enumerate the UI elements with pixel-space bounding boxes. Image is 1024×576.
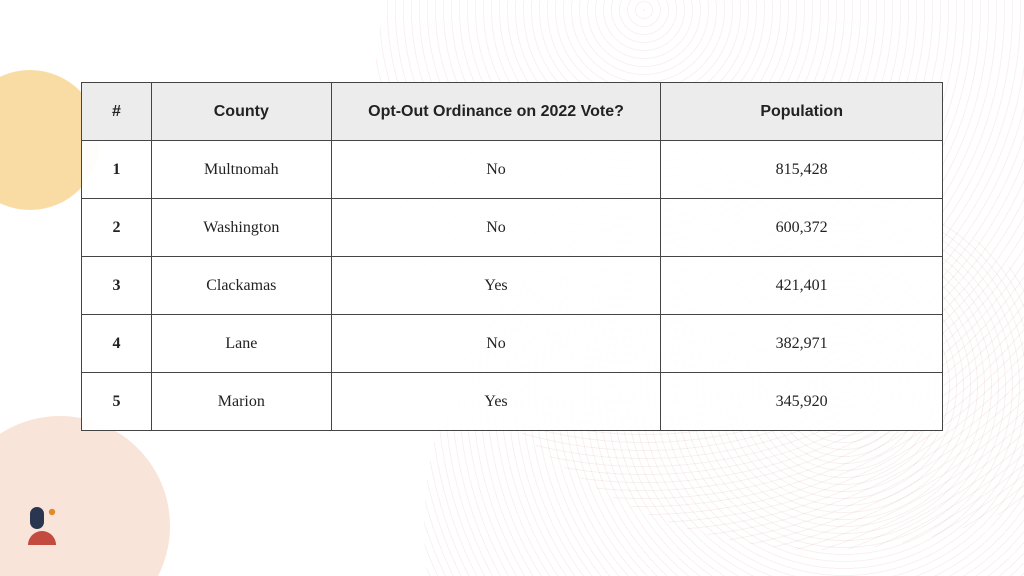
col-header-county: County [151, 83, 331, 141]
cell-index: 1 [82, 141, 152, 199]
cell-index: 4 [82, 315, 152, 373]
table-row: 2 Washington No 600,372 [82, 199, 943, 257]
table-row: 3 Clackamas Yes 421,401 [82, 257, 943, 315]
cell-index: 5 [82, 373, 152, 431]
county-table: # County Opt-Out Ordinance on 2022 Vote?… [81, 82, 943, 431]
cell-index: 3 [82, 257, 152, 315]
content-area: # County Opt-Out Ordinance on 2022 Vote?… [0, 0, 1024, 576]
col-header-population: Population [661, 83, 943, 141]
cell-county: Multnomah [151, 141, 331, 199]
cell-county: Lane [151, 315, 331, 373]
brand-logo-icon [24, 505, 70, 552]
cell-county: Marion [151, 373, 331, 431]
cell-optout: No [331, 141, 661, 199]
table-row: 4 Lane No 382,971 [82, 315, 943, 373]
cell-index: 2 [82, 199, 152, 257]
cell-population: 345,920 [661, 373, 943, 431]
cell-population: 382,971 [661, 315, 943, 373]
table-row: 5 Marion Yes 345,920 [82, 373, 943, 431]
col-header-index: # [82, 83, 152, 141]
cell-optout: Yes [331, 373, 661, 431]
col-header-optout: Opt-Out Ordinance on 2022 Vote? [331, 83, 661, 141]
cell-county: Clackamas [151, 257, 331, 315]
cell-population: 421,401 [661, 257, 943, 315]
table-row: 1 Multnomah No 815,428 [82, 141, 943, 199]
cell-population: 600,372 [661, 199, 943, 257]
cell-optout: No [331, 315, 661, 373]
cell-optout: Yes [331, 257, 661, 315]
cell-optout: No [331, 199, 661, 257]
cell-county: Washington [151, 199, 331, 257]
cell-population: 815,428 [661, 141, 943, 199]
table-header-row: # County Opt-Out Ordinance on 2022 Vote?… [82, 83, 943, 141]
